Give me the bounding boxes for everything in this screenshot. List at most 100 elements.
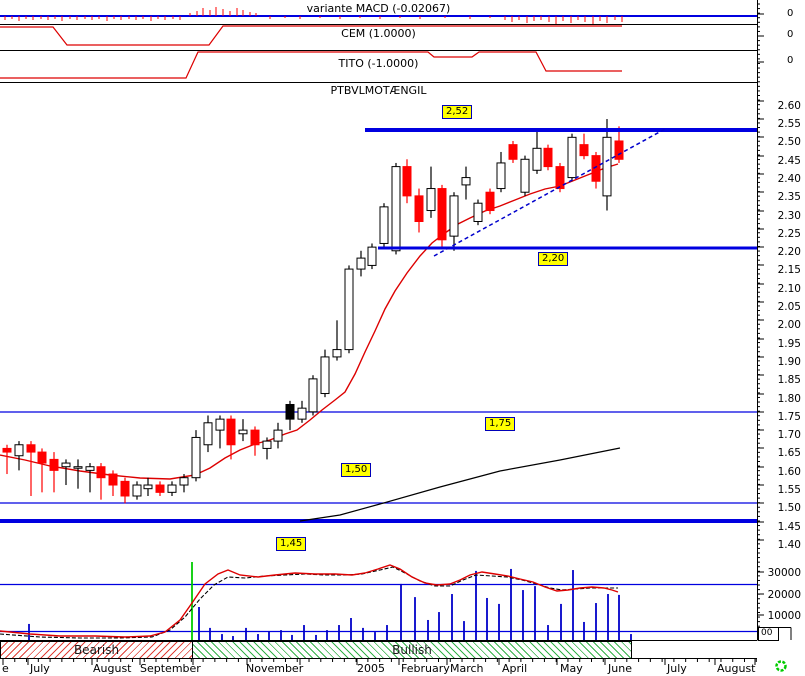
candle-body xyxy=(120,480,130,497)
candle-body xyxy=(449,195,459,237)
y-axis-price-label: 2.60 xyxy=(778,100,801,112)
y-axis-price-label: 1.55 xyxy=(778,484,801,496)
candle-body xyxy=(2,447,12,453)
candle-body xyxy=(508,144,518,160)
x-axis-month-label: March xyxy=(450,662,484,675)
candle-body xyxy=(262,440,272,449)
candle-body xyxy=(602,136,612,197)
candle-body xyxy=(520,158,530,193)
candle-body xyxy=(61,462,71,468)
candle-body xyxy=(437,188,447,241)
candle-body xyxy=(591,155,601,182)
y-axis-price-label: 2.55 xyxy=(778,118,801,130)
candle-body xyxy=(461,177,471,186)
y-axis-volume-label: 10000 xyxy=(768,610,801,622)
tito-line xyxy=(0,51,622,79)
y-axis-price-label: 1.80 xyxy=(778,393,801,405)
y-axis-price-label: 2.40 xyxy=(778,173,801,185)
y-axis-price-label: 1.40 xyxy=(778,539,801,551)
candle-body xyxy=(332,349,342,358)
y-axis-price-label: 2.05 xyxy=(778,301,801,313)
trend-line-dashed xyxy=(433,128,666,257)
regime-band-bullish: Bullish xyxy=(192,641,632,659)
candle-body xyxy=(167,484,177,493)
y-axis-price-label: 2.20 xyxy=(778,246,801,258)
candle-body xyxy=(614,140,624,160)
x-axis-month-label: November xyxy=(246,662,304,675)
x-axis-month-label: June xyxy=(607,662,632,675)
y-axis-price-label: 1.90 xyxy=(778,356,801,368)
y-axis-price-label: 2.45 xyxy=(778,155,801,167)
y-axis-price-label: 1.70 xyxy=(778,429,801,441)
status-green-circle-icon[interactable] xyxy=(775,660,787,672)
y-axis-price-label: 2.50 xyxy=(778,136,801,148)
y-axis-volume-label: 30000 xyxy=(768,567,801,579)
y-axis-volume-label: 20000 xyxy=(768,589,801,601)
candle-body xyxy=(379,206,389,244)
price-tag-150: 1,50 xyxy=(341,463,372,477)
tito-axis-zero-label: 0 xyxy=(787,55,794,66)
candle-body xyxy=(496,162,506,190)
x-axis-month-label: February xyxy=(401,662,450,675)
candle-body xyxy=(37,451,47,464)
candle-body xyxy=(344,268,354,351)
candle-body xyxy=(273,429,283,442)
y-axis-price-label: 1.45 xyxy=(778,521,801,533)
candle-body xyxy=(238,429,248,435)
candle-body xyxy=(250,429,260,446)
y-axis-price-label: 2.25 xyxy=(778,228,801,240)
candle-body xyxy=(26,444,36,453)
price-tag-220: 2,20 xyxy=(538,252,569,266)
candle-body xyxy=(14,444,24,457)
candle-body xyxy=(203,422,213,446)
candle-body xyxy=(155,484,165,493)
candle-body xyxy=(367,246,377,266)
candle-body xyxy=(391,166,401,252)
moving-average-line xyxy=(0,163,619,480)
candle-body xyxy=(179,477,189,486)
y-axis-price-label: 1.60 xyxy=(778,466,801,478)
candle-body xyxy=(215,418,225,431)
cem-axis-zero-label: 0 xyxy=(787,29,794,40)
candle-body xyxy=(356,257,366,270)
macd-panel-title: variante MACD (-0.02067) xyxy=(306,2,451,15)
y-axis-price-label: 2.35 xyxy=(778,191,801,203)
price-tag-175: 1,75 xyxy=(485,417,516,431)
x-axis-month-label: September xyxy=(140,662,201,675)
price-tag-252: 2,52 xyxy=(442,105,473,119)
axis-corner-readout: 00 xyxy=(758,627,779,641)
candle-body xyxy=(96,466,106,479)
candle-body xyxy=(532,147,542,171)
candle-body xyxy=(73,466,83,469)
y-axis-price-label: 2.00 xyxy=(778,319,801,331)
regime-band-bearish: Bearish xyxy=(0,641,193,659)
x-axis-month-label: e xyxy=(2,662,9,675)
y-axis-price-label: 1.50 xyxy=(778,502,801,514)
bullish-label: Bullish xyxy=(392,643,432,657)
main-chart-title: PTBVLMOTÆNGIL xyxy=(330,84,427,97)
candle-body xyxy=(132,484,142,497)
candle-body xyxy=(191,436,201,479)
macd-axis-zero-label: 0 xyxy=(787,8,794,19)
candle-body xyxy=(402,166,412,197)
x-axis-month-label: May xyxy=(560,662,583,675)
candle-body xyxy=(473,202,483,222)
candle-body xyxy=(426,188,436,212)
x-axis-month-label: July xyxy=(666,662,687,675)
y-axis-price-label: 2.30 xyxy=(778,210,801,222)
x-axis-month-label: July xyxy=(29,662,50,675)
tito-panel-title: TITO (-1.0000) xyxy=(338,57,419,70)
candle-body xyxy=(49,458,59,471)
x-axis-month-label: August xyxy=(717,662,756,675)
candle-body xyxy=(85,466,95,471)
candle-body xyxy=(579,144,589,157)
cem-line xyxy=(0,25,622,46)
candle-body xyxy=(108,473,118,486)
x-axis-month-label: 2005 xyxy=(357,662,385,675)
x-axis-month-label: April xyxy=(502,662,527,675)
candle-body xyxy=(555,166,565,190)
candle-body xyxy=(543,147,553,168)
y-axis-price-label: 1.65 xyxy=(778,447,801,459)
y-axis-price-label: 1.85 xyxy=(778,374,801,386)
